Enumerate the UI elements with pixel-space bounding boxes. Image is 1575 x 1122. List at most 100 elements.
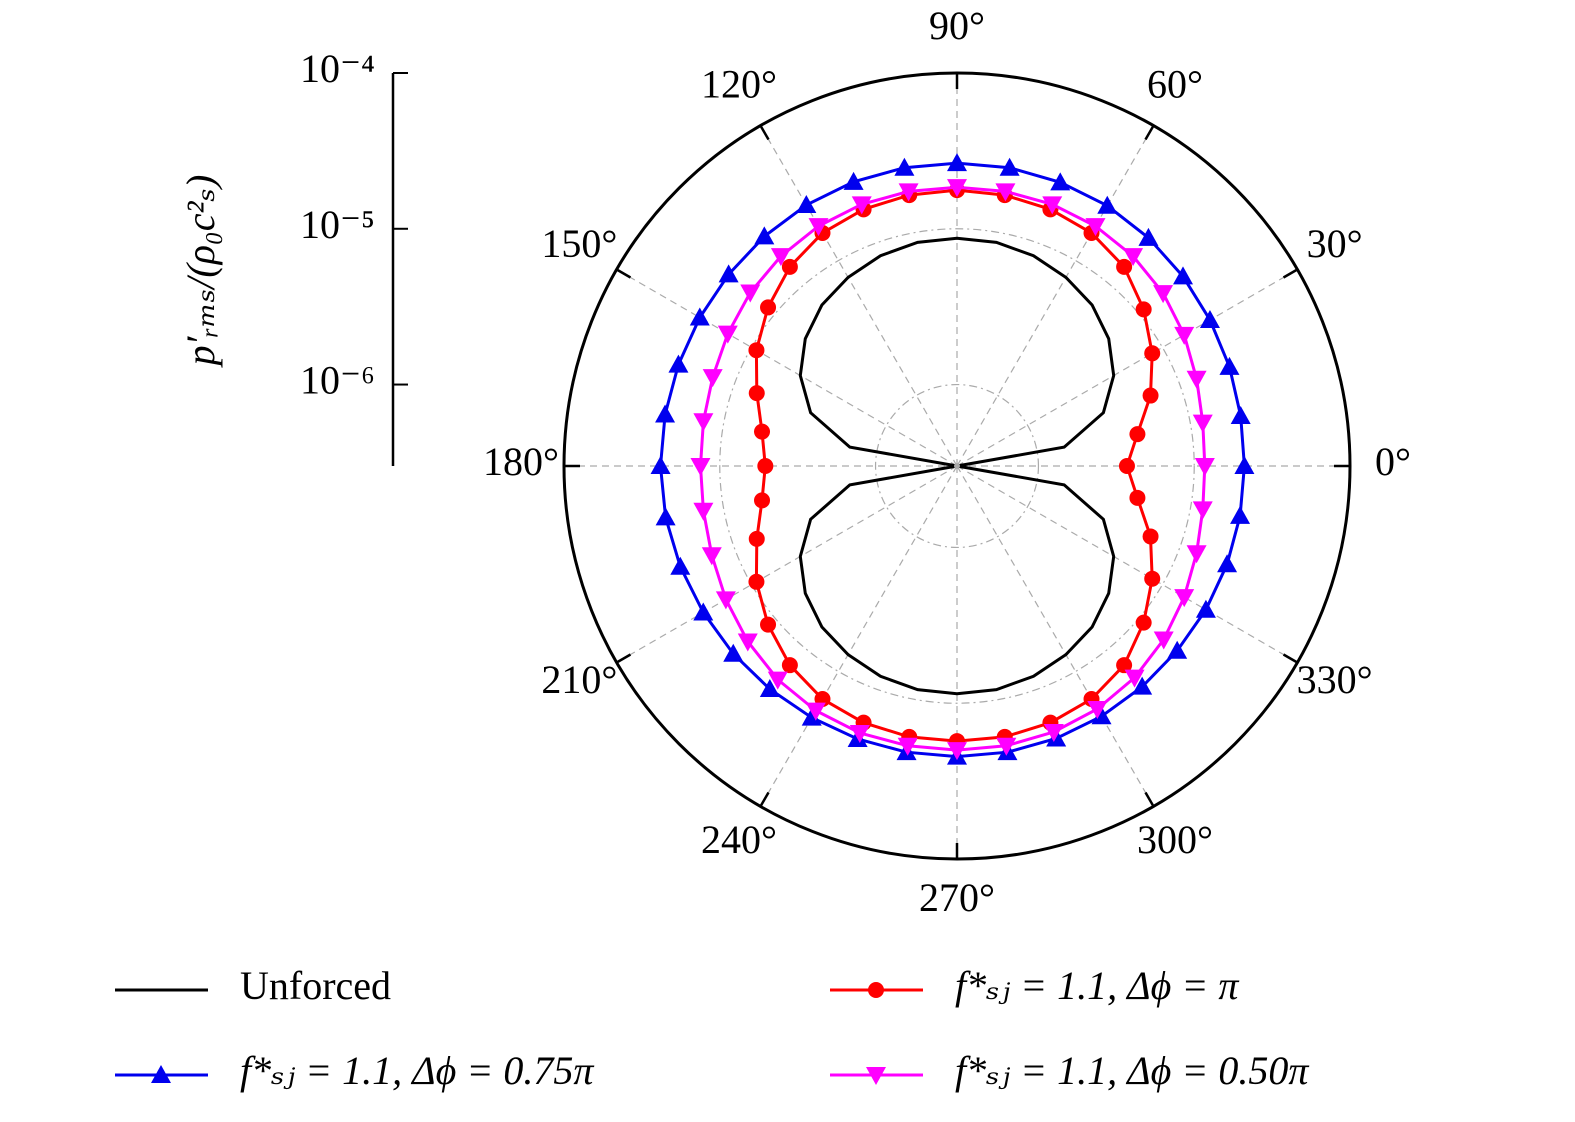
marker [805,702,826,721]
marker [748,342,765,359]
spoke [616,465,958,664]
marker [715,591,736,610]
marker [781,657,798,674]
marker [1042,196,1063,215]
angle-tick [616,653,632,664]
legend-marker [868,982,884,998]
angle-tick-label: 210° [541,657,617,702]
marker [897,737,918,756]
grid-circle [874,383,1040,549]
marker [760,616,777,633]
angle-tick-label: 330° [1297,657,1373,702]
marker [1144,570,1161,587]
marker [796,195,817,214]
angle-tick [1282,268,1298,279]
legend-label: Unforced [240,963,391,1008]
marker [689,307,710,326]
marker [1144,345,1161,362]
spoke [759,465,958,807]
spoke [956,125,1155,467]
center-dot [954,463,960,469]
angle-tick [1144,791,1155,807]
spoke [956,465,1155,807]
marker [1192,501,1213,520]
marker [693,502,714,521]
legend-label: f*ₛⱼ = 1.1, Δϕ = π [955,963,1239,1008]
marker [740,284,761,303]
marker [655,404,676,423]
marker [947,179,967,198]
marker [1050,172,1071,191]
radial-axis-label: p′ᵣₘₛ/(ρ₀c²ₛ) [178,175,223,369]
marker [1234,456,1255,474]
marker [894,157,915,176]
marker [1174,326,1195,345]
marker [1230,405,1251,424]
marker [1186,545,1207,564]
angle-tick-label: 150° [541,221,617,266]
marker [748,573,765,590]
angle-tick-label: 270° [919,875,995,920]
marker [781,258,798,275]
marker [808,218,829,237]
marker [1135,301,1152,318]
angle-tick-label: 60° [1147,62,1203,107]
marker [999,157,1020,176]
marker [1195,599,1216,618]
marker [670,556,691,575]
marker [1153,631,1174,650]
marker [898,183,919,202]
marker [760,299,777,316]
marker [1116,258,1133,275]
angle-tick-label: 30° [1307,221,1363,266]
radial-tick-label: 10⁻⁴ [300,46,375,91]
angle-tick-label: 0° [1375,439,1411,484]
legend-label: f*ₛⱼ = 1.1, Δϕ = 0.75π [240,1048,594,1093]
marker [1043,724,1064,743]
marker [754,423,771,440]
marker [1173,266,1194,285]
marker [1129,426,1146,443]
marker [1132,676,1153,695]
marker [1194,458,1215,476]
angle-tick [759,125,770,141]
marker [1142,387,1159,404]
marker [754,492,771,509]
marker [851,196,872,215]
marker [757,458,774,474]
marker [767,671,788,690]
marker [668,354,689,373]
marker [996,737,1017,756]
marker [1124,669,1145,688]
marker [1135,614,1152,631]
marker [693,413,714,432]
radial-tick-label: 10⁻⁵ [300,202,375,247]
marker [947,742,967,761]
angle-tick [616,268,632,279]
marker [1123,248,1144,267]
marker [995,183,1016,202]
angle-tick [759,791,770,807]
marker [770,248,791,267]
spoke [956,465,1298,664]
marker [1167,640,1188,659]
marker [754,226,775,245]
spoke [616,268,958,467]
legend-marker [866,1067,886,1085]
marker [1087,701,1108,720]
marker [1217,554,1238,573]
spoke [956,268,1298,467]
marker [1129,489,1146,506]
marker [843,171,864,190]
grid-circle [719,228,1195,704]
marker [1116,657,1133,674]
marker [1153,285,1174,304]
marker [748,385,765,402]
marker [1138,227,1159,246]
angle-tick-label: 90° [929,3,985,48]
marker [759,679,780,698]
radial-tick-label: 10⁻⁶ [300,358,375,403]
marker [947,153,967,172]
angle-tick-label: 240° [701,817,777,862]
